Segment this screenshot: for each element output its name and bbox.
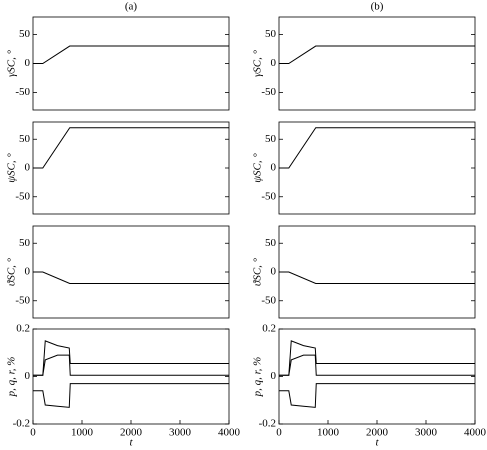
y-tick-label: -0.2: [13, 418, 30, 430]
y-tick-label: -50: [261, 294, 276, 306]
y-tick-label: 0: [25, 266, 31, 278]
x-tick-label: 0: [276, 427, 282, 439]
panel-title: (b): [371, 1, 384, 13]
plot-frame: [32, 225, 230, 319]
y-axis-label: p, q, r, %: [252, 357, 264, 398]
data-line: [279, 354, 475, 376]
y-tick-label: 50: [19, 237, 31, 249]
y-tick-label: 0: [271, 266, 277, 278]
data-line: [279, 340, 475, 376]
y-tick-label: -50: [15, 190, 30, 202]
plot-frame: [278, 121, 476, 215]
data-line: [279, 271, 475, 284]
y-tick-label: 0: [271, 162, 277, 174]
plot-frame: [32, 16, 230, 111]
x-tick-label: 0: [30, 427, 36, 439]
y-tick-label: 50: [19, 133, 31, 145]
data-line: [33, 383, 229, 408]
x-tick-label: 4000: [464, 427, 487, 439]
data-line: [279, 383, 475, 408]
plot-frame: [32, 121, 230, 215]
plot-frame: [278, 328, 476, 425]
y-tick-label: -50: [261, 86, 276, 98]
data-line: [33, 340, 229, 376]
y-tick-label: -50: [15, 86, 30, 98]
y-tick-label: 0.2: [262, 323, 276, 335]
y-tick-label: -0.2: [259, 418, 276, 430]
y-axis-label: γSC, °: [6, 49, 18, 77]
y-axis-label: ϑSC, °: [252, 257, 264, 286]
x-axis-label: t: [129, 437, 133, 449]
y-tick-label: 0: [25, 162, 31, 174]
data-line: [33, 271, 229, 284]
y-tick-label: 50: [265, 237, 277, 249]
y-axis-label: ψSC, °: [252, 153, 264, 183]
x-tick-label: 3000: [169, 427, 192, 439]
y-axis-label: γSC, °: [252, 49, 264, 77]
plot-frame: [278, 16, 476, 111]
plot-frame: [32, 328, 230, 425]
x-axis-label: t: [375, 437, 379, 449]
x-tick-label: 2000: [366, 427, 389, 439]
y-axis-label: ϑSC, °: [6, 257, 18, 286]
panel-title: (a): [125, 1, 138, 13]
plot-frame: [278, 225, 476, 319]
y-tick-label: -50: [261, 190, 276, 202]
y-tick-label: 0: [271, 57, 277, 69]
x-tick-label: 3000: [415, 427, 438, 439]
y-tick-label: -50: [15, 294, 30, 306]
y-tick-label: 50: [265, 28, 277, 40]
data-line: [33, 127, 229, 169]
y-tick-label: 0: [271, 370, 277, 382]
x-tick-label: 2000: [120, 427, 143, 439]
data-line: [33, 45, 229, 64]
x-tick-label: 1000: [71, 427, 94, 439]
y-axis-label: ψSC, °: [6, 153, 18, 183]
x-tick-label: 1000: [317, 427, 340, 439]
data-line: [279, 45, 475, 64]
y-tick-label: 50: [19, 28, 31, 40]
x-tick-label: 4000: [218, 427, 241, 439]
data-line: [279, 127, 475, 169]
y-tick-label: 0.2: [16, 323, 30, 335]
y-tick-label: 50: [265, 133, 277, 145]
y-tick-label: 0: [25, 57, 31, 69]
data-line: [33, 354, 229, 376]
y-tick-label: 0: [25, 370, 31, 382]
y-axis-label: p, q, r, %: [6, 357, 18, 398]
